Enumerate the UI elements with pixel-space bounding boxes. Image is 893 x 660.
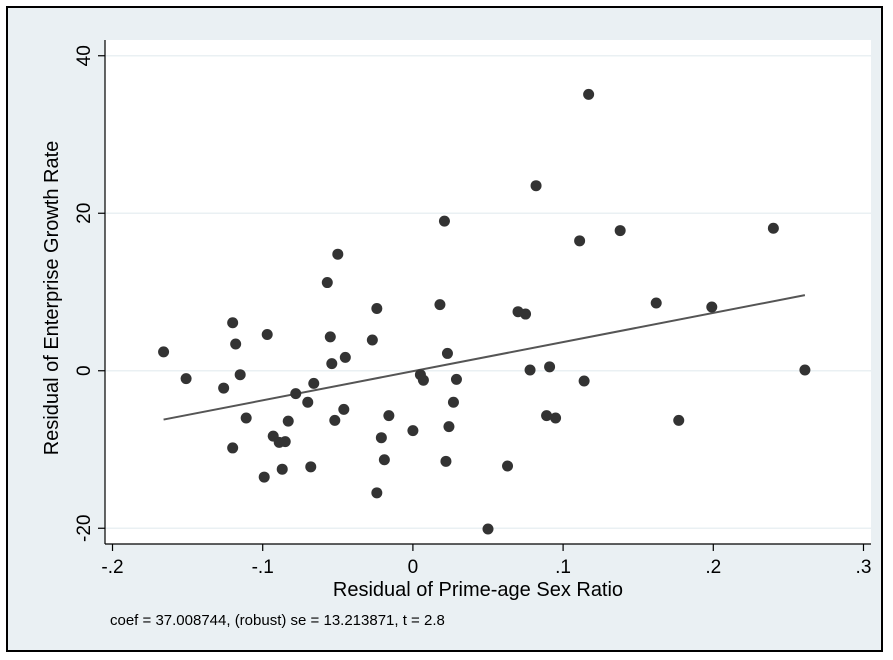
data-point-52 — [578, 375, 590, 387]
x-tick-label-4: .2 — [705, 557, 721, 578]
data-point-26 — [366, 334, 378, 346]
data-point-19 — [321, 277, 333, 289]
fitted-line — [163, 294, 806, 421]
data-point-27 — [371, 303, 383, 315]
axes — [98, 40, 871, 551]
y-tick-label-3: 40 — [74, 45, 95, 66]
data-point-29 — [375, 432, 387, 444]
data-point-4 — [230, 338, 242, 350]
data-point-7 — [240, 412, 252, 424]
y-tick-label-0: -20 — [74, 515, 95, 542]
data-point-55 — [650, 297, 662, 309]
data-point-31 — [383, 410, 395, 422]
data-point-53 — [583, 88, 595, 100]
data-point-38 — [441, 347, 453, 359]
data-point-59 — [799, 364, 811, 376]
data-point-32 — [407, 425, 419, 437]
data-point-30 — [378, 454, 390, 466]
data-point-16 — [302, 396, 314, 408]
data-point-2 — [218, 382, 230, 394]
plot-area — [105, 40, 871, 544]
data-point-1 — [180, 373, 192, 385]
data-point-22 — [329, 414, 341, 426]
tick-labels: -.2 -.1 0 .1 .2 .3 -20 0 20 40 — [74, 45, 871, 578]
data-point-54 — [614, 225, 626, 237]
scatter-chart: -.2 -.1 0 .1 .2 .3 -20 0 20 40 Residual of Prime-… — [41, 40, 871, 629]
data-point-28 — [371, 487, 383, 499]
data-point-21 — [326, 358, 338, 370]
data-point-41 — [450, 373, 462, 385]
data-point-34 — [417, 374, 429, 386]
data-point-46 — [524, 364, 536, 376]
data-point-3 — [227, 317, 239, 329]
data-point-35 — [434, 299, 446, 311]
data-point-36 — [438, 215, 450, 227]
y-axis-label: Residual of Enterprise Growth Rate — [41, 141, 63, 456]
data-point-14 — [282, 415, 294, 427]
data-point-6 — [227, 442, 239, 454]
data-point-0 — [158, 346, 170, 358]
data-point-50 — [550, 412, 562, 424]
data-point-37 — [440, 455, 452, 467]
data-point-13 — [279, 436, 291, 448]
data-point-49 — [544, 361, 556, 373]
data-point-18 — [305, 461, 317, 473]
data-point-45 — [520, 308, 532, 320]
y-tick-label-2: 20 — [74, 203, 95, 224]
data-point-51 — [574, 235, 586, 247]
x-tick-label-5: .3 — [856, 557, 872, 578]
data-point-12 — [276, 463, 288, 475]
data-point-17 — [308, 377, 320, 389]
data-point-39 — [443, 421, 455, 433]
x-tick-label-3: .1 — [555, 557, 571, 578]
regression-note: coef = 37.008744, (robust) se = 13.21387… — [110, 612, 445, 629]
data-point-43 — [502, 460, 514, 472]
x-tick-label-1: -.1 — [252, 557, 274, 578]
data-point-48 — [541, 410, 553, 422]
chart-frame: -.2 -.1 0 .1 .2 .3 -20 0 20 40 Residual of Prime-… — [6, 6, 883, 652]
data-point-5 — [234, 369, 246, 381]
x-tick-label-2: 0 — [408, 557, 419, 578]
y-tick-label-1: 0 — [74, 365, 95, 376]
x-tick-label-0: -.2 — [101, 557, 123, 578]
data-point-8 — [258, 471, 270, 483]
data-point-9 — [261, 329, 273, 341]
data-point-56 — [673, 414, 685, 426]
data-point-47 — [530, 180, 542, 192]
data-point-20 — [324, 331, 336, 343]
data-point-25 — [338, 403, 350, 415]
data-point-23 — [332, 248, 344, 260]
data-point-57 — [706, 301, 718, 313]
x-axis-label: Residual of Prime-age Sex Ratio — [333, 579, 623, 601]
data-point-40 — [447, 396, 459, 408]
data-point-24 — [339, 351, 351, 363]
data-point-42 — [482, 523, 494, 535]
data-point-58 — [767, 222, 779, 234]
data-point-15 — [290, 388, 302, 400]
data-points — [158, 88, 811, 535]
